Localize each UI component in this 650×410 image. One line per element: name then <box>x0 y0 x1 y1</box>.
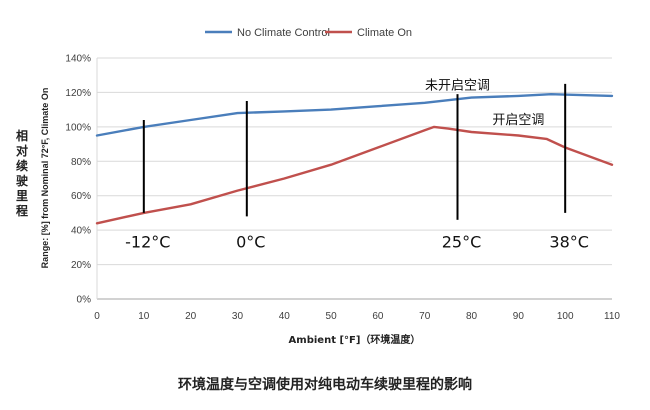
temperature-marker-label: 38°C <box>549 232 589 251</box>
chart: 0% 20% 40% 60% 80% 100% 120% 140% 0 10 20 30 40 50 60… <box>16 27 620 346</box>
x-tick-label: 0 <box>94 311 100 322</box>
x-tick-label: 20 <box>185 311 197 322</box>
y-axis-label-cn-char: 里 <box>16 188 28 203</box>
y-tick-label: 100% <box>65 122 91 133</box>
chart-caption: 环境温度与空调使用对纯电动车续驶里程的影响 <box>178 377 472 393</box>
legend: No Climate Control Climate On <box>205 27 412 39</box>
y-axis-label-cn-char: 相 <box>16 128 28 143</box>
legend-label: No Climate Control <box>237 27 330 39</box>
x-tick-label: 100 <box>557 311 574 322</box>
y-tick-label: 0% <box>77 295 92 306</box>
annotation-label: 未开启空调 <box>425 79 490 94</box>
x-tick-label: 80 <box>466 311 478 322</box>
y-tick-label: 120% <box>65 88 91 99</box>
y-axis-label-cn-char: 续 <box>16 158 28 173</box>
y-tick-label: 60% <box>71 191 91 202</box>
y-axis-label-en: Range: [%] from Nominal 72°F, Climate On <box>40 88 50 269</box>
legend-label: Climate On <box>357 27 412 39</box>
grid <box>97 57 612 266</box>
y-axis-label-cn-char: 程 <box>16 203 28 218</box>
x-axis-label: Ambient [°F]（环境温度） <box>289 333 421 346</box>
axes <box>96 58 612 300</box>
y-tick-label: 40% <box>71 226 91 237</box>
x-tick-label: 40 <box>279 311 291 322</box>
x-tick-label: 50 <box>326 311 338 322</box>
series-line-no-climate-control <box>95 92 614 137</box>
annotation-label: 开启空调 <box>492 113 544 128</box>
x-tick-label: 10 <box>138 311 150 322</box>
x-tick-label: 110 <box>604 311 620 322</box>
x-tick-label: 30 <box>232 311 244 322</box>
series-lines <box>95 92 614 225</box>
x-tick-label: 60 <box>372 311 384 322</box>
x-tick-label: 70 <box>419 311 431 322</box>
y-tick-label: 20% <box>71 260 91 271</box>
y-axis-label-cn-char: 对 <box>16 143 28 158</box>
x-tick-label: 90 <box>513 311 525 322</box>
y-tick-labels: 0% 20% 40% 60% 80% 100% 120% 140% <box>65 54 91 306</box>
y-tick-label: 80% <box>71 157 91 168</box>
temperature-marker-label: 0°C <box>236 232 265 251</box>
x-tick-labels: 0 10 20 30 40 50 60 70 80 90 100 110 <box>94 311 620 322</box>
y-axis-label-cn-char: 驶 <box>16 173 28 188</box>
y-axis-label-cn: 相对续驶里程 <box>16 128 28 218</box>
y-tick-label: 140% <box>65 54 91 65</box>
temperature-marker-label: -12°C <box>125 232 170 251</box>
temperature-marker-label: 25°C <box>442 232 482 251</box>
series-line-climate-on <box>95 125 614 225</box>
temperature-markers: -12°C 0°C 25°C 38°C <box>125 83 589 251</box>
